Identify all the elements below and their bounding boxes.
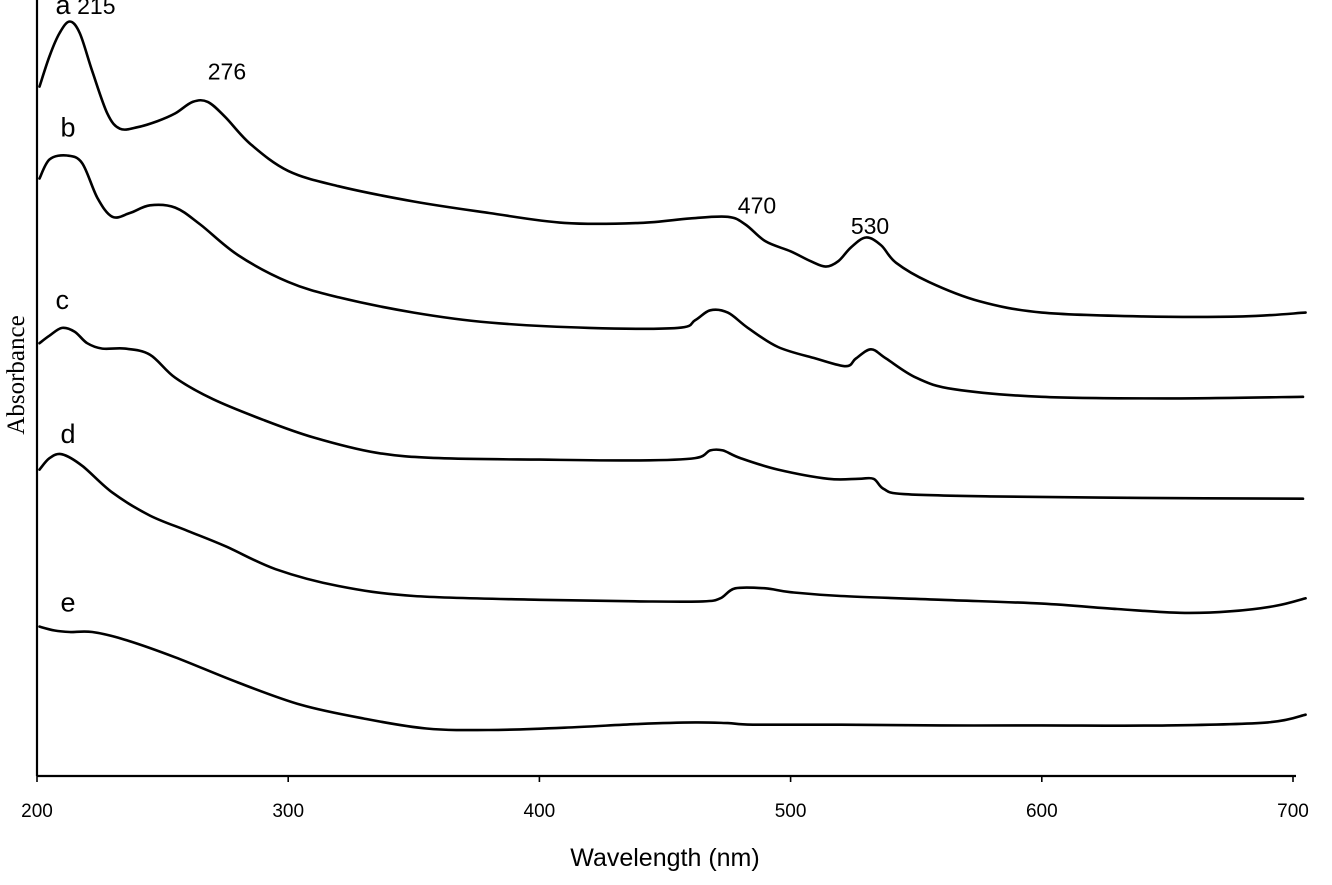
peak-annotation: 276 (208, 58, 246, 84)
series-label-b: b (61, 113, 76, 143)
x-tick-label: 200 (21, 801, 53, 822)
series-label-a: a (56, 0, 72, 20)
spectrum-curve-a (38, 20, 1307, 319)
x-tick-label: 500 (775, 801, 807, 822)
axes (35, 0, 1296, 778)
x-ticks: 200 300 400 500 600 700 (21, 776, 1309, 822)
peak-annotation: 470 (738, 192, 776, 218)
x-tick-label: 600 (1026, 801, 1058, 822)
series-labels: a b c d e (56, 0, 76, 618)
x-tick-label: 300 (272, 801, 304, 822)
series-label-d: d (61, 419, 76, 449)
x-tick-label: 700 (1277, 801, 1309, 822)
x-axis-label: Wavelength (nm) (570, 844, 759, 872)
x-tick-label: 400 (524, 801, 556, 822)
peak-annotation: 215 (77, 0, 115, 19)
spectrum-curve-b (38, 154, 1305, 400)
spectrum-curve-c (38, 326, 1305, 500)
spectrum-curve-e (38, 625, 1307, 732)
y-axis-label: Absorbance (3, 315, 30, 434)
peak-annotation: 530 (851, 213, 889, 239)
spectrum-curve-d (38, 452, 1307, 615)
series-label-e: e (61, 588, 76, 618)
series-label-c: c (56, 285, 70, 315)
peak-annotations: 215 276 470 530 (77, 0, 889, 239)
spectra-curves (38, 20, 1307, 732)
